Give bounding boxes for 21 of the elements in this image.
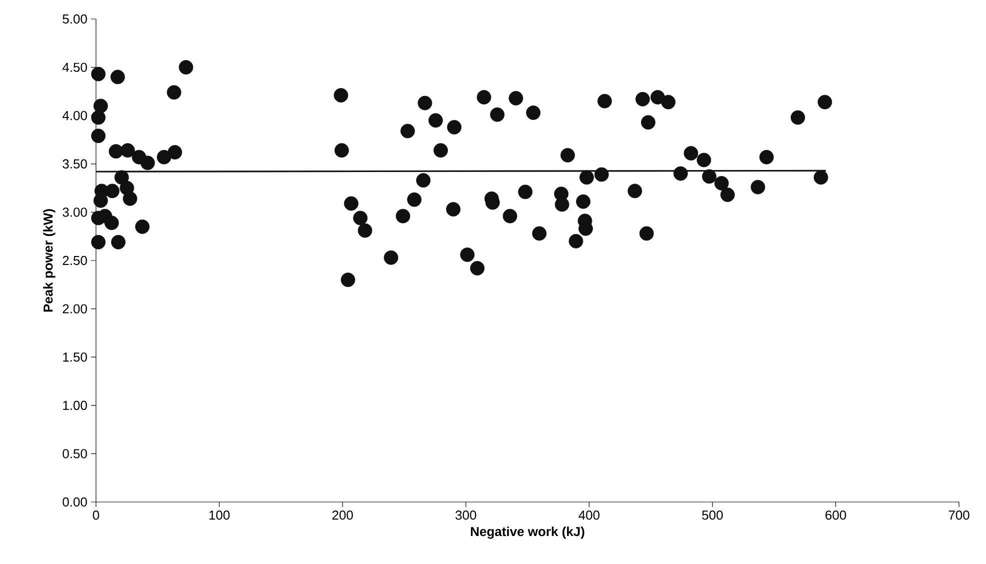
x-tick-label: 700 — [948, 510, 970, 520]
y-tick-label: 5.00 — [62, 14, 87, 24]
y-tick-label: 0.50 — [62, 449, 87, 458]
x-axis-title: Negative work (kJ) — [470, 526, 584, 539]
y-axis-title: Peak power (kW) — [43, 209, 56, 312]
y-tick-label: 0.00 — [62, 497, 87, 507]
y-tick-label: 3.00 — [62, 208, 87, 217]
x-tick-label: 400 — [578, 510, 600, 520]
y-tick-label: 1.50 — [63, 352, 87, 362]
x-tick-label: 0 — [92, 510, 100, 520]
x-tick-label: 300 — [456, 510, 476, 520]
y-tick-label: 1.00 — [63, 400, 87, 410]
y-tick-label: 4.00 — [62, 110, 87, 120]
y-tick-label: 2.50 — [62, 256, 87, 266]
x-tick-label: 500 — [702, 510, 723, 520]
x-tick-label: 100 — [209, 510, 230, 520]
y-tick-label: 2.00 — [62, 304, 87, 314]
y-tick-label: 3.50 — [62, 159, 87, 168]
y-tick-label: 4.50 — [62, 62, 87, 72]
x-tick-label: 200 — [332, 510, 353, 520]
x-tick-label: 600 — [826, 510, 846, 520]
